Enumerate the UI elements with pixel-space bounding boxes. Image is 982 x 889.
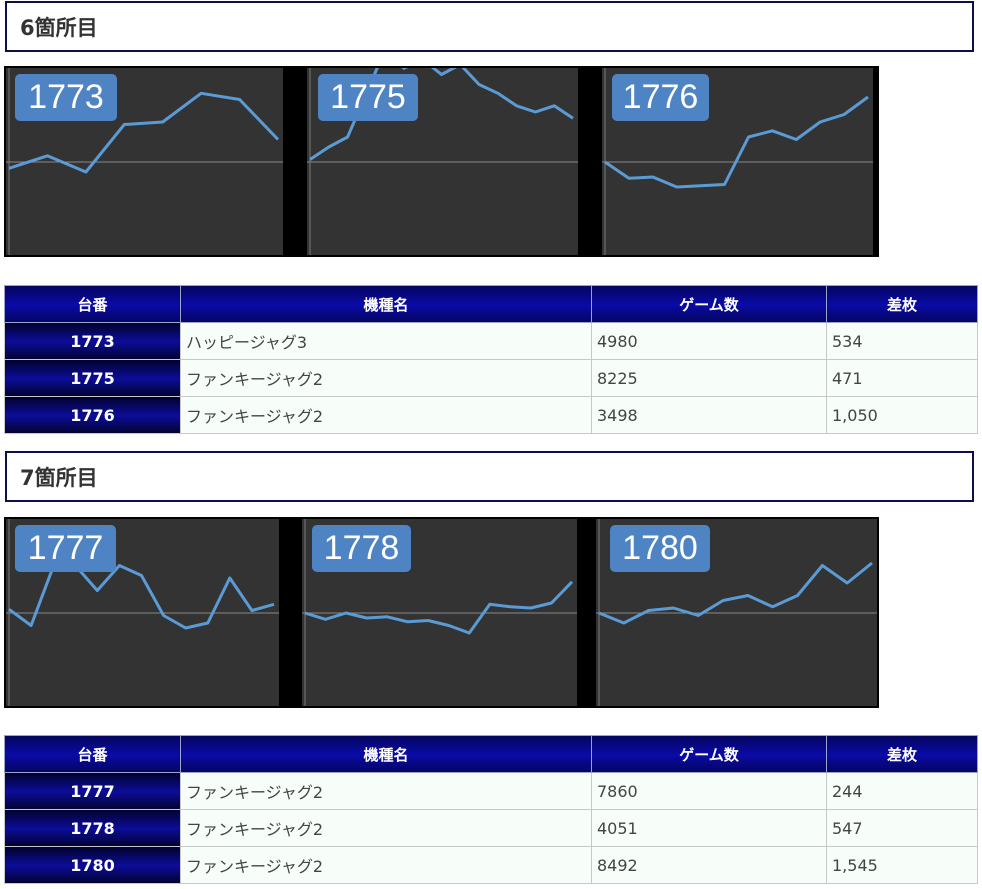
slump-graph-1777[interactable]: 1777 — [6, 519, 279, 706]
section-header-6: 6箇所目 — [5, 1, 974, 52]
cell-game-count: 8492 — [591, 846, 827, 884]
slump-line — [598, 561, 873, 625]
slump-line — [309, 68, 574, 161]
cell-game-count: 3498 — [591, 396, 827, 434]
section-title: 7箇所目 — [20, 466, 98, 490]
cell-difference: 534 — [826, 322, 978, 360]
table-row: 1773 ハッピージャグ3 4980 534 — [4, 322, 978, 360]
cell-machine-number: 1778 — [4, 809, 181, 847]
col-header-machine-number: 台番 — [4, 735, 181, 773]
machine-data-table-7: 台番 機種名 ゲーム数 差枚 1777 ファンキージャグ2 7860 244 1… — [4, 735, 978, 884]
machine-number-badge: 1780 — [610, 525, 710, 572]
slump-line — [604, 95, 869, 189]
cell-model-name: ハッピージャグ3 — [180, 322, 592, 360]
table-row: 1778 ファンキージャグ2 4051 547 — [4, 809, 978, 847]
slump-line — [8, 564, 275, 630]
machine-number-badge: 1775 — [318, 74, 418, 121]
col-header-game-count: ゲーム数 — [591, 735, 827, 773]
machine-data-table-6: 台番 機種名 ゲーム数 差枚 1773 ハッピージャグ3 4980 534 17… — [4, 285, 978, 434]
cell-difference: 471 — [826, 359, 978, 397]
machine-number-badge: 1778 — [312, 525, 411, 572]
cell-game-count: 4980 — [591, 322, 827, 360]
cell-game-count: 4051 — [591, 809, 827, 847]
col-header-model-name: 機種名 — [180, 285, 592, 323]
col-header-model-name: 機種名 — [180, 735, 592, 773]
table-row: 1776 ファンキージャグ2 3498 1,050 — [4, 396, 978, 434]
col-header-game-count: ゲーム数 — [591, 285, 827, 323]
slump-graph-1778[interactable]: 1778 — [302, 519, 577, 706]
section-title: 6箇所目 — [20, 16, 98, 40]
slump-graph-1780[interactable]: 1780 — [596, 519, 877, 706]
cell-game-count: 8225 — [591, 359, 827, 397]
slump-graph-strip-7: 1777 1778 1780 — [4, 517, 879, 708]
cell-model-name: ファンキージャグ2 — [180, 396, 592, 434]
cell-difference: 244 — [826, 772, 978, 810]
slump-graph-1775[interactable]: 1775 — [307, 68, 578, 255]
col-header-difference: 差枚 — [826, 285, 978, 323]
slump-graph-svg — [6, 68, 283, 255]
cell-machine-number: 1775 — [4, 359, 181, 397]
cell-machine-number: 1777 — [4, 772, 181, 810]
section-header-7: 7箇所目 — [5, 451, 974, 502]
slump-graph-svg — [302, 519, 577, 706]
machine-number-badge: 1776 — [612, 74, 709, 121]
machine-number-badge: 1777 — [15, 525, 116, 572]
slump-graph-1776[interactable]: 1776 — [602, 68, 873, 255]
cell-machine-number: 1776 — [4, 396, 181, 434]
table-header-row: 台番 機種名 ゲーム数 差枚 — [4, 285, 978, 323]
cell-model-name: ファンキージャグ2 — [180, 809, 592, 847]
table-header-row: 台番 機種名 ゲーム数 差枚 — [4, 735, 978, 773]
cell-difference: 1,050 — [826, 396, 978, 434]
slump-line — [304, 580, 574, 635]
cell-machine-number: 1780 — [4, 846, 181, 884]
cell-model-name: ファンキージャグ2 — [180, 846, 592, 884]
table-row: 1777 ファンキージャグ2 7860 244 — [4, 772, 978, 810]
table-row: 1780 ファンキージャグ2 8492 1,545 — [4, 846, 978, 884]
cell-difference: 547 — [826, 809, 978, 847]
cell-difference: 1,545 — [826, 846, 978, 884]
cell-machine-number: 1773 — [4, 322, 181, 360]
col-header-machine-number: 台番 — [4, 285, 181, 323]
col-header-difference: 差枚 — [826, 735, 978, 773]
slump-graph-svg — [602, 68, 873, 255]
cell-game-count: 7860 — [591, 772, 827, 810]
slump-graph-1773[interactable]: 1773 — [6, 68, 283, 255]
machine-number-badge: 1773 — [15, 74, 117, 121]
slump-graph-svg — [596, 519, 877, 706]
slump-graph-strip-6: 1773 1775 1776 — [4, 66, 879, 257]
table-row: 1775 ファンキージャグ2 8225 471 — [4, 359, 978, 397]
cell-model-name: ファンキージャグ2 — [180, 772, 592, 810]
slump-line — [8, 91, 280, 174]
slump-graph-svg — [307, 68, 578, 255]
cell-model-name: ファンキージャグ2 — [180, 359, 592, 397]
